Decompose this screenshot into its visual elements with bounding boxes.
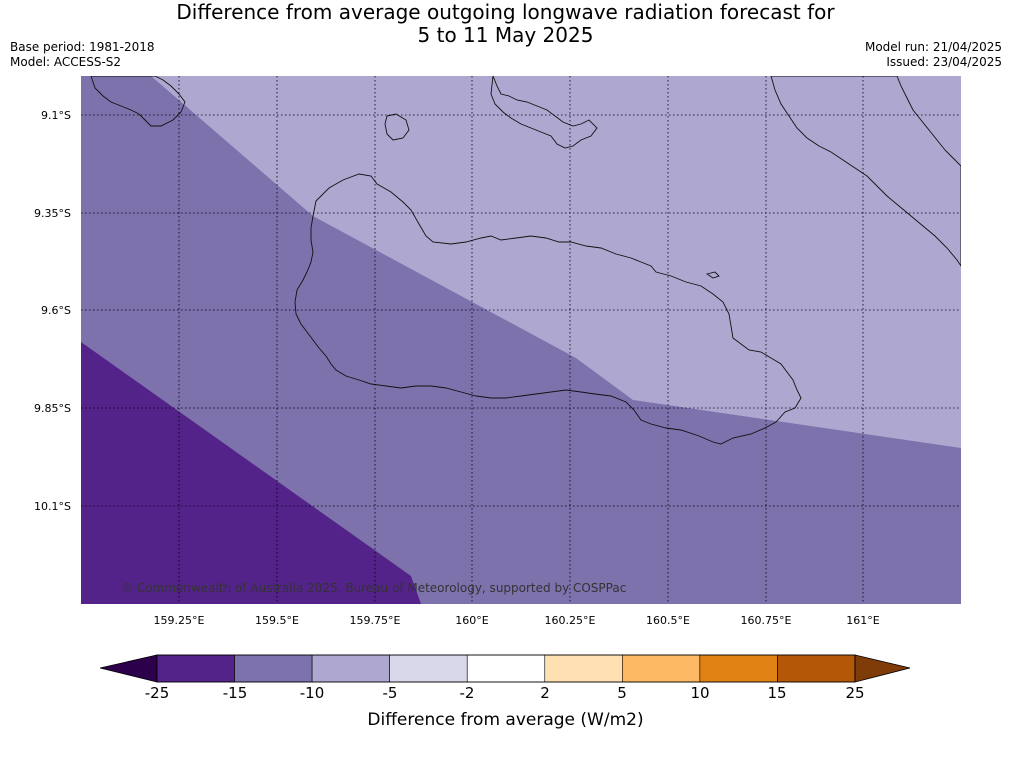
title-line-1: Difference from average outgoing longwav… (176, 0, 835, 24)
lon-label-2: 159.5°E (255, 614, 299, 627)
region-medium (81, 76, 961, 604)
meta-right: Model run: 21/04/2025 Issued: 23/04/2025 (865, 40, 1002, 70)
map-svg (81, 76, 961, 604)
colorbar-segment-6 (544, 654, 623, 683)
coastline-islet-east (705, 271, 720, 279)
coastline-russell-islands (384, 113, 410, 141)
lat-label-2: 9.35°S (34, 207, 71, 220)
colorbar-tick-9: 15 (767, 684, 787, 702)
graticule (81, 76, 961, 604)
colorbar-segment-3 (311, 654, 390, 683)
model-text: Model: ACCESS-S2 (10, 55, 122, 69)
colorbar-tick-10: 25 (845, 684, 865, 702)
lon-label-1: 159.25°E (153, 614, 205, 627)
region-dark (81, 342, 421, 604)
colorbar-segment-8 (699, 654, 778, 683)
colorbar-tick-5: -2 (459, 684, 475, 702)
coastlines (90, 76, 961, 445)
colorbar-segment-7 (622, 654, 701, 683)
coastline-malaita (770, 76, 961, 267)
lon-label-3: 159.75°E (349, 614, 401, 627)
coastline-guadalcanal (294, 173, 802, 445)
colorbar-tick-7: 5 (617, 684, 627, 702)
lat-label-1: 9.1°S (41, 109, 71, 122)
issued-text: Issued: 23/04/2025 (886, 55, 1002, 69)
model-run-text: Model run: 21/04/2025 (864, 40, 1002, 54)
map-panel: © Commonwealth of Australia 2025, Bureau… (81, 76, 961, 604)
title-line-2: 5 to 11 May 2025 (417, 23, 594, 47)
lon-label-7: 160.75°E (740, 614, 792, 627)
colorbar-segment-4 (389, 654, 468, 683)
colorbar-tick-4: -5 (382, 684, 398, 702)
colorbar-segments (156, 654, 856, 683)
colorbar-label: Difference from average (W/m2) (367, 710, 644, 730)
lat-label-5: 10.1°S (34, 500, 71, 513)
base-period-text: Base period: 1981-2018 (10, 40, 155, 54)
lat-label-4: 9.85°S (34, 402, 71, 415)
colorbar-segment-2 (234, 654, 313, 683)
colorbar-tick-2: -15 (222, 684, 248, 702)
colorbar-under-arrow (100, 654, 158, 683)
lon-label-5: 160.25°E (544, 614, 596, 627)
colorbar-tick-1: -25 (144, 684, 170, 702)
lon-label-4: 160°E (455, 614, 489, 627)
colorbar (100, 654, 911, 683)
meta-left: Base period: 1981-2018 Model: ACCESS-S2 (10, 40, 155, 70)
lat-label-3: 9.6°S (41, 304, 71, 317)
chart-title: Difference from average outgoing longwav… (0, 0, 1011, 46)
coastline-florida-islands (490, 76, 598, 149)
colorbar-segment-9 (777, 654, 856, 683)
colorbar-frame (156, 654, 856, 683)
coastline-new-georgia (90, 76, 186, 127)
colorbar-tick-8: 10 (690, 684, 710, 702)
colorbar-tick-3: -10 (299, 684, 325, 702)
copyright-text: © Commonwealth of Australia 2025, Bureau… (121, 581, 627, 595)
colorbar-segment-5 (466, 654, 546, 683)
colorbar-over-arrow (854, 654, 911, 683)
colorbar-segment-1 (156, 654, 235, 683)
colorbar-tick-6: 2 (540, 684, 550, 702)
lon-label-6: 160.5°E (646, 614, 690, 627)
lon-label-8: 161°E (846, 614, 880, 627)
